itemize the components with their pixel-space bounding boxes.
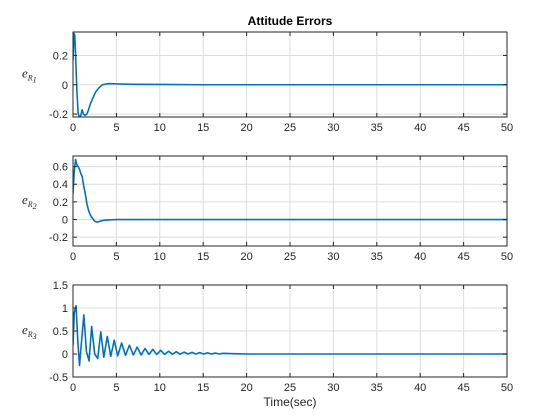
- x-tick-label: 5: [113, 382, 119, 394]
- series-line-e-r3: [73, 304, 507, 367]
- x-tick-label: 50: [501, 382, 513, 394]
- y-axis-label: eR1: [22, 66, 37, 85]
- x-tick-label: 35: [371, 122, 383, 134]
- x-tick-label: 35: [371, 251, 383, 263]
- x-tick-label: 50: [501, 251, 513, 263]
- y-axis-label: eR3: [22, 322, 37, 341]
- x-tick-label: 15: [197, 251, 209, 263]
- x-tick-label: 20: [240, 122, 252, 134]
- x-tick-label: 30: [327, 122, 339, 134]
- x-tick-label: 30: [327, 382, 339, 394]
- x-tick-label: 5: [113, 122, 119, 134]
- grid-lines: [73, 32, 507, 117]
- y-tick-label: 0: [62, 80, 68, 92]
- grid-lines: [73, 285, 507, 377]
- y-tick-label: -0.2: [49, 232, 68, 244]
- x-tick-label: 20: [240, 382, 252, 394]
- x-tick-label: 30: [327, 251, 339, 263]
- y-tick-label: 1.5: [53, 280, 68, 292]
- y-tick-label: 1: [62, 303, 68, 315]
- y-tick-label: 0.2: [53, 50, 68, 62]
- x-tick-label: 25: [284, 382, 296, 394]
- x-tick-label: 40: [414, 251, 426, 263]
- y-tick-label: 0.6: [53, 162, 68, 174]
- x-tick-label: 45: [457, 382, 469, 394]
- x-tick-label: 20: [240, 251, 252, 263]
- y-tick-label: 0: [62, 349, 68, 361]
- series-line-e-r2: [73, 158, 507, 223]
- y-tick-label: 0.5: [53, 326, 68, 338]
- x-tick-label: 10: [154, 122, 166, 134]
- x-tick-label: 5: [113, 251, 119, 263]
- x-tick-label: 0: [70, 251, 76, 263]
- y-tick-label: 0: [62, 215, 68, 227]
- x-tick-label: 35: [371, 382, 383, 394]
- x-tick-label: 45: [457, 251, 469, 263]
- x-tick-label: 15: [197, 122, 209, 134]
- x-tick-label: 0: [70, 382, 76, 394]
- x-tick-label: 10: [154, 382, 166, 394]
- grid-lines: [73, 156, 507, 246]
- x-tick-label: 50: [501, 122, 513, 134]
- x-tick-label: 40: [414, 122, 426, 134]
- x-tick-label: 0: [70, 122, 76, 134]
- x-axis-label: Time(sec): [264, 395, 317, 409]
- x-tick-label: 10: [154, 251, 166, 263]
- chart-title: Attitude Errors: [248, 14, 333, 28]
- x-tick-label: 40: [414, 382, 426, 394]
- y-tick-label: -0.2: [49, 109, 68, 121]
- y-axis-label: eR2: [22, 192, 37, 211]
- x-tick-label: 15: [197, 382, 209, 394]
- y-tick-label: 0.2: [53, 197, 68, 209]
- x-tick-label: 25: [284, 251, 296, 263]
- y-tick-label: 0.4: [53, 179, 68, 191]
- x-tick-label: 45: [457, 122, 469, 134]
- x-tick-label: 25: [284, 122, 296, 134]
- y-tick-label: -0.5: [49, 372, 68, 384]
- series-line-e-r1: [73, 32, 507, 117]
